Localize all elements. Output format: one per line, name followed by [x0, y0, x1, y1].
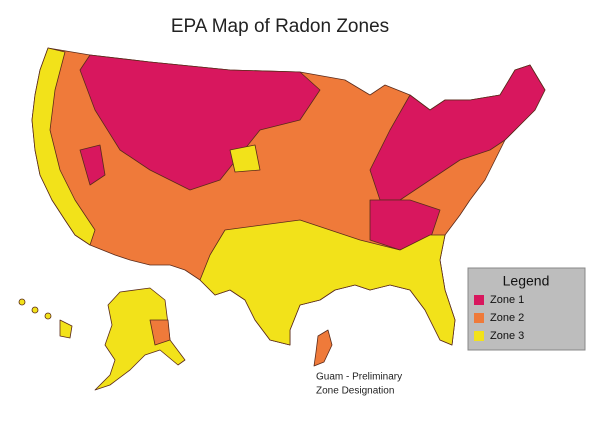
us-map — [18, 47, 546, 391]
alaska-part — [149, 319, 171, 346]
guam — [313, 329, 333, 367]
hawaii-island — [44, 312, 52, 320]
hawaii-island — [18, 298, 26, 306]
legend-swatch — [474, 313, 484, 323]
hawaii-island — [31, 306, 39, 314]
zone-region-south — [199, 219, 456, 346]
legend: Legend Zone 1 Zone 2 Zone 3 — [467, 267, 586, 351]
zone-region-plains-spot — [229, 144, 261, 173]
legend-label: Zone 1 — [490, 294, 524, 306]
zone-region-west-coast — [31, 47, 96, 246]
annotation-line: Zone Designation — [316, 386, 394, 397]
legend-swatch — [474, 295, 484, 305]
legend-label: Zone 3 — [490, 330, 524, 342]
annotation-line: Guam - Preliminary — [316, 372, 402, 383]
legend-box — [467, 267, 586, 351]
legend-title: Legend — [503, 273, 550, 289]
legend-swatch — [474, 331, 484, 341]
legend-label: Zone 2 — [490, 312, 524, 324]
hawaii-big-island — [59, 319, 73, 339]
zone-region-nevada — [79, 144, 106, 186]
map-title: EPA Map of Radon Zones — [171, 16, 389, 37]
